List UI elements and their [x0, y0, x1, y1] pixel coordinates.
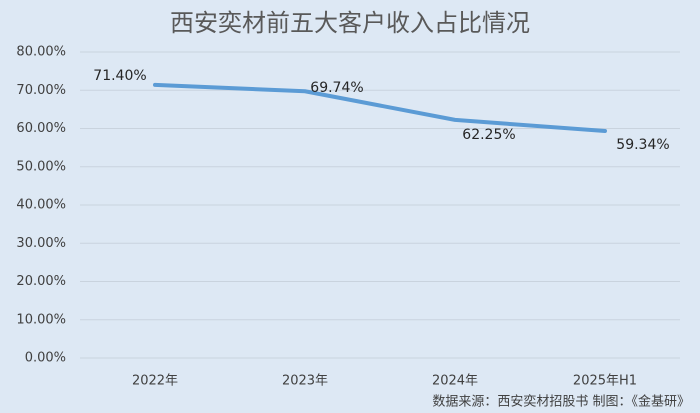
x-tick-label: 2022年 — [132, 374, 178, 389]
data-label: 71.40% — [93, 68, 146, 84]
x-tick-label: 2023年 — [282, 374, 328, 389]
y-tick-label: 10.00% — [16, 312, 66, 327]
x-tick-label: 2024年 — [432, 374, 478, 389]
data-label: 62.25% — [462, 127, 515, 143]
data-line — [153, 82, 607, 134]
y-tick-label: 40.00% — [16, 198, 66, 213]
source-note: 数据来源：西安奕材招股书 制图：《金基研》 — [432, 394, 690, 410]
chart-title: 西安奕材前五大客户收入占比情况 — [170, 9, 530, 37]
y-tick-label: 30.00% — [16, 236, 66, 251]
y-tick-label: 50.00% — [16, 159, 66, 174]
y-tick-label: 0.00% — [25, 351, 66, 366]
data-label: 59.34% — [616, 137, 669, 153]
y-tick-label: 70.00% — [16, 83, 66, 98]
y-tick-label: 80.00% — [16, 45, 66, 60]
x-tick-label: 2025年H1 — [573, 374, 637, 389]
data-label: 69.74% — [310, 80, 363, 96]
y-tick-label: 60.00% — [16, 121, 66, 136]
y-tick-label: 20.00% — [16, 274, 66, 289]
